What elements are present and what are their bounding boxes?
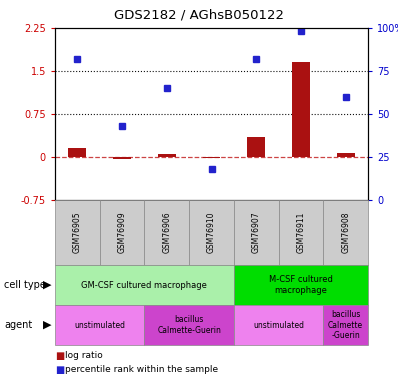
Text: bacillus
Calmette-Guerin: bacillus Calmette-Guerin xyxy=(157,315,221,335)
Text: ▶: ▶ xyxy=(43,280,51,290)
Text: unstimulated: unstimulated xyxy=(253,321,304,330)
Bar xyxy=(203,157,220,158)
Bar xyxy=(68,148,86,157)
Bar xyxy=(292,62,310,157)
Text: bacillus
Calmette
-Guerin: bacillus Calmette -Guerin xyxy=(328,310,363,340)
Bar xyxy=(158,154,176,157)
Text: GSM76907: GSM76907 xyxy=(252,211,261,254)
Text: percentile rank within the sample: percentile rank within the sample xyxy=(65,366,218,375)
Text: M-CSF cultured
macrophage: M-CSF cultured macrophage xyxy=(269,275,333,295)
Text: GSM76905: GSM76905 xyxy=(73,211,82,254)
Bar xyxy=(337,153,355,157)
Text: GSM76906: GSM76906 xyxy=(162,211,171,254)
Text: GSM76909: GSM76909 xyxy=(117,211,127,254)
Text: ▶: ▶ xyxy=(43,320,51,330)
Text: GSM76911: GSM76911 xyxy=(297,212,305,253)
Text: GM-CSF cultured macrophage: GM-CSF cultured macrophage xyxy=(82,280,207,290)
Bar xyxy=(247,137,265,157)
Text: agent: agent xyxy=(4,320,32,330)
Text: unstimulated: unstimulated xyxy=(74,321,125,330)
Text: log ratio: log ratio xyxy=(65,351,103,360)
Text: ■: ■ xyxy=(55,351,64,361)
Text: GDS2182 / AGhsB050122: GDS2182 / AGhsB050122 xyxy=(114,8,284,21)
Text: GSM76908: GSM76908 xyxy=(341,212,350,253)
Text: ■: ■ xyxy=(55,365,64,375)
Text: GSM76910: GSM76910 xyxy=(207,212,216,253)
Bar xyxy=(113,157,131,159)
Text: cell type: cell type xyxy=(4,280,46,290)
